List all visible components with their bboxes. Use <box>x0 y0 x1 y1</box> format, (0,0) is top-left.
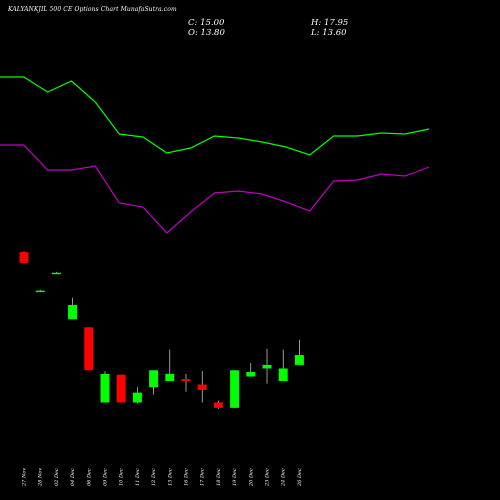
candle-body <box>100 373 110 403</box>
candle-body <box>35 290 45 293</box>
candle-body <box>197 384 207 390</box>
candle <box>197 371 207 403</box>
candle-body <box>19 252 29 263</box>
candle-body <box>246 372 256 377</box>
candle <box>149 370 159 395</box>
x-tick-label: 11 Dec <box>135 468 141 486</box>
candle <box>181 373 191 392</box>
x-tick-label: 24 Dec <box>281 468 287 487</box>
candle-body <box>230 370 240 408</box>
candle <box>262 348 272 384</box>
chart-title: KALYANKJIL 500 CE Options Chart MunafaSu… <box>8 6 177 13</box>
x-tick-label: 17 Dec <box>200 468 206 486</box>
candle-body <box>165 373 175 381</box>
indicator-lines <box>0 76 430 234</box>
x-axis-ticks: 27 Nov 28 Nov 02 Dec 04 Dec 06 Dec 09 Dec 10 D… <box>22 468 303 487</box>
candle <box>132 387 142 404</box>
candle <box>100 371 110 403</box>
high-value: H: 17.95 <box>311 18 349 28</box>
candle-body <box>132 392 142 403</box>
candle <box>84 327 94 371</box>
x-tick-label: 26 Dec <box>297 468 303 487</box>
candle <box>294 339 304 365</box>
candle-body <box>149 370 159 388</box>
candle <box>19 251 29 263</box>
candle <box>213 400 223 409</box>
x-tick-label: 10 Dec <box>119 468 125 486</box>
open-value: O: 13.80 <box>188 28 225 38</box>
candle <box>278 349 288 381</box>
x-tick-label: 28 Nov <box>38 468 44 487</box>
x-tick-label: 18 Dec <box>216 468 222 486</box>
low-value: L: 13.60 <box>311 28 347 38</box>
x-tick-label: 16 Dec <box>184 468 190 486</box>
candle-body <box>181 379 191 381</box>
candle <box>230 370 240 408</box>
x-tick-label: 13 Dec <box>167 468 173 486</box>
candle-body <box>262 364 272 369</box>
candle-body <box>294 355 304 365</box>
candle-body <box>116 374 126 403</box>
candle <box>246 363 256 377</box>
x-tick-label: 12 Dec <box>151 468 157 486</box>
candle <box>51 271 61 275</box>
x-tick-label: 04 Dec <box>70 468 76 486</box>
candle-body <box>51 272 61 275</box>
close-value: C: 15.00 <box>188 18 225 28</box>
candle <box>165 349 175 381</box>
candle <box>116 374 126 403</box>
upper-band-line <box>0 76 430 156</box>
candle-body <box>213 402 223 408</box>
x-tick-label: 27 Nov <box>22 468 28 487</box>
candles <box>19 251 304 409</box>
x-tick-label: 20 Dec <box>248 468 254 487</box>
candle <box>35 289 45 293</box>
candle <box>68 297 78 320</box>
candle-body <box>278 368 288 381</box>
x-tick-label: 19 Dec <box>232 468 238 486</box>
x-tick-label: 02 Dec <box>54 468 60 486</box>
candle-body <box>84 327 94 371</box>
lower-band-line <box>0 144 430 234</box>
candle-body <box>68 304 78 320</box>
x-tick-label: 06 Dec <box>86 468 92 486</box>
x-tick-label: 09 Dec <box>103 468 109 486</box>
x-tick-label: 23 Dec <box>265 468 271 487</box>
